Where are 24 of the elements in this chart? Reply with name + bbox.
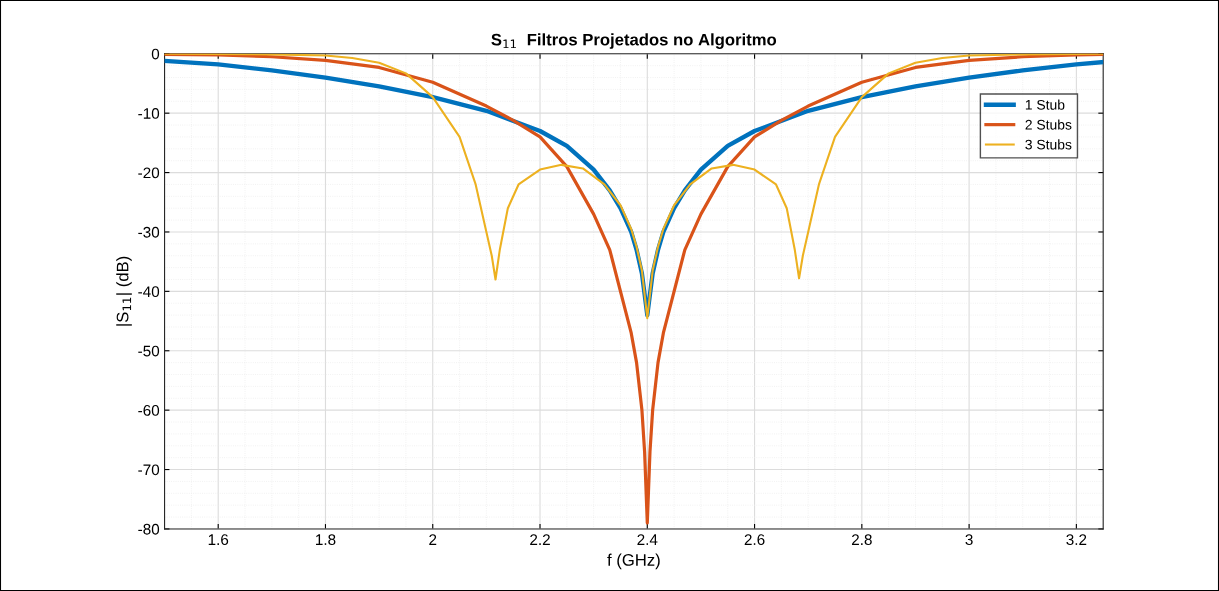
x-tick-label: 3.2 xyxy=(1066,534,1087,546)
y-tick-label: -60 xyxy=(138,405,160,416)
legend-label: 1 Stub xyxy=(1025,99,1065,110)
legend-label: 3 Stubs xyxy=(1025,139,1072,150)
x-tick-label: 2.6 xyxy=(744,534,765,546)
x-tick-label: 2.8 xyxy=(851,534,872,546)
x-tick-label: 3 xyxy=(965,534,973,546)
y-tick-label: -40 xyxy=(138,286,160,298)
y-tick-label: -30 xyxy=(138,226,160,238)
x-tick-label: 2.4 xyxy=(637,534,658,545)
y-tick-label: -20 xyxy=(138,167,160,179)
chart-title: S$_{11}$ Filtros Projetados no Algoritmo xyxy=(491,33,777,49)
y-tick-label: 0 xyxy=(151,48,160,60)
x-tick-label: 1.8 xyxy=(316,534,336,546)
y-tick-label: -50 xyxy=(138,345,160,357)
x-axis-title: f (GHz) xyxy=(607,553,660,570)
y-tick-label: -80 xyxy=(138,523,160,535)
x-tick-label: 2.2 xyxy=(530,534,550,545)
y-tick-label: -10 xyxy=(138,108,160,119)
x-tick-label: 1.6 xyxy=(208,534,229,546)
legend-label: 2 Stubs xyxy=(1025,119,1072,130)
y-tick-label: -70 xyxy=(138,464,160,476)
x-tick-label: 2 xyxy=(429,534,437,545)
y-axis-title: |S$_{11}$| (dB) xyxy=(116,256,132,326)
